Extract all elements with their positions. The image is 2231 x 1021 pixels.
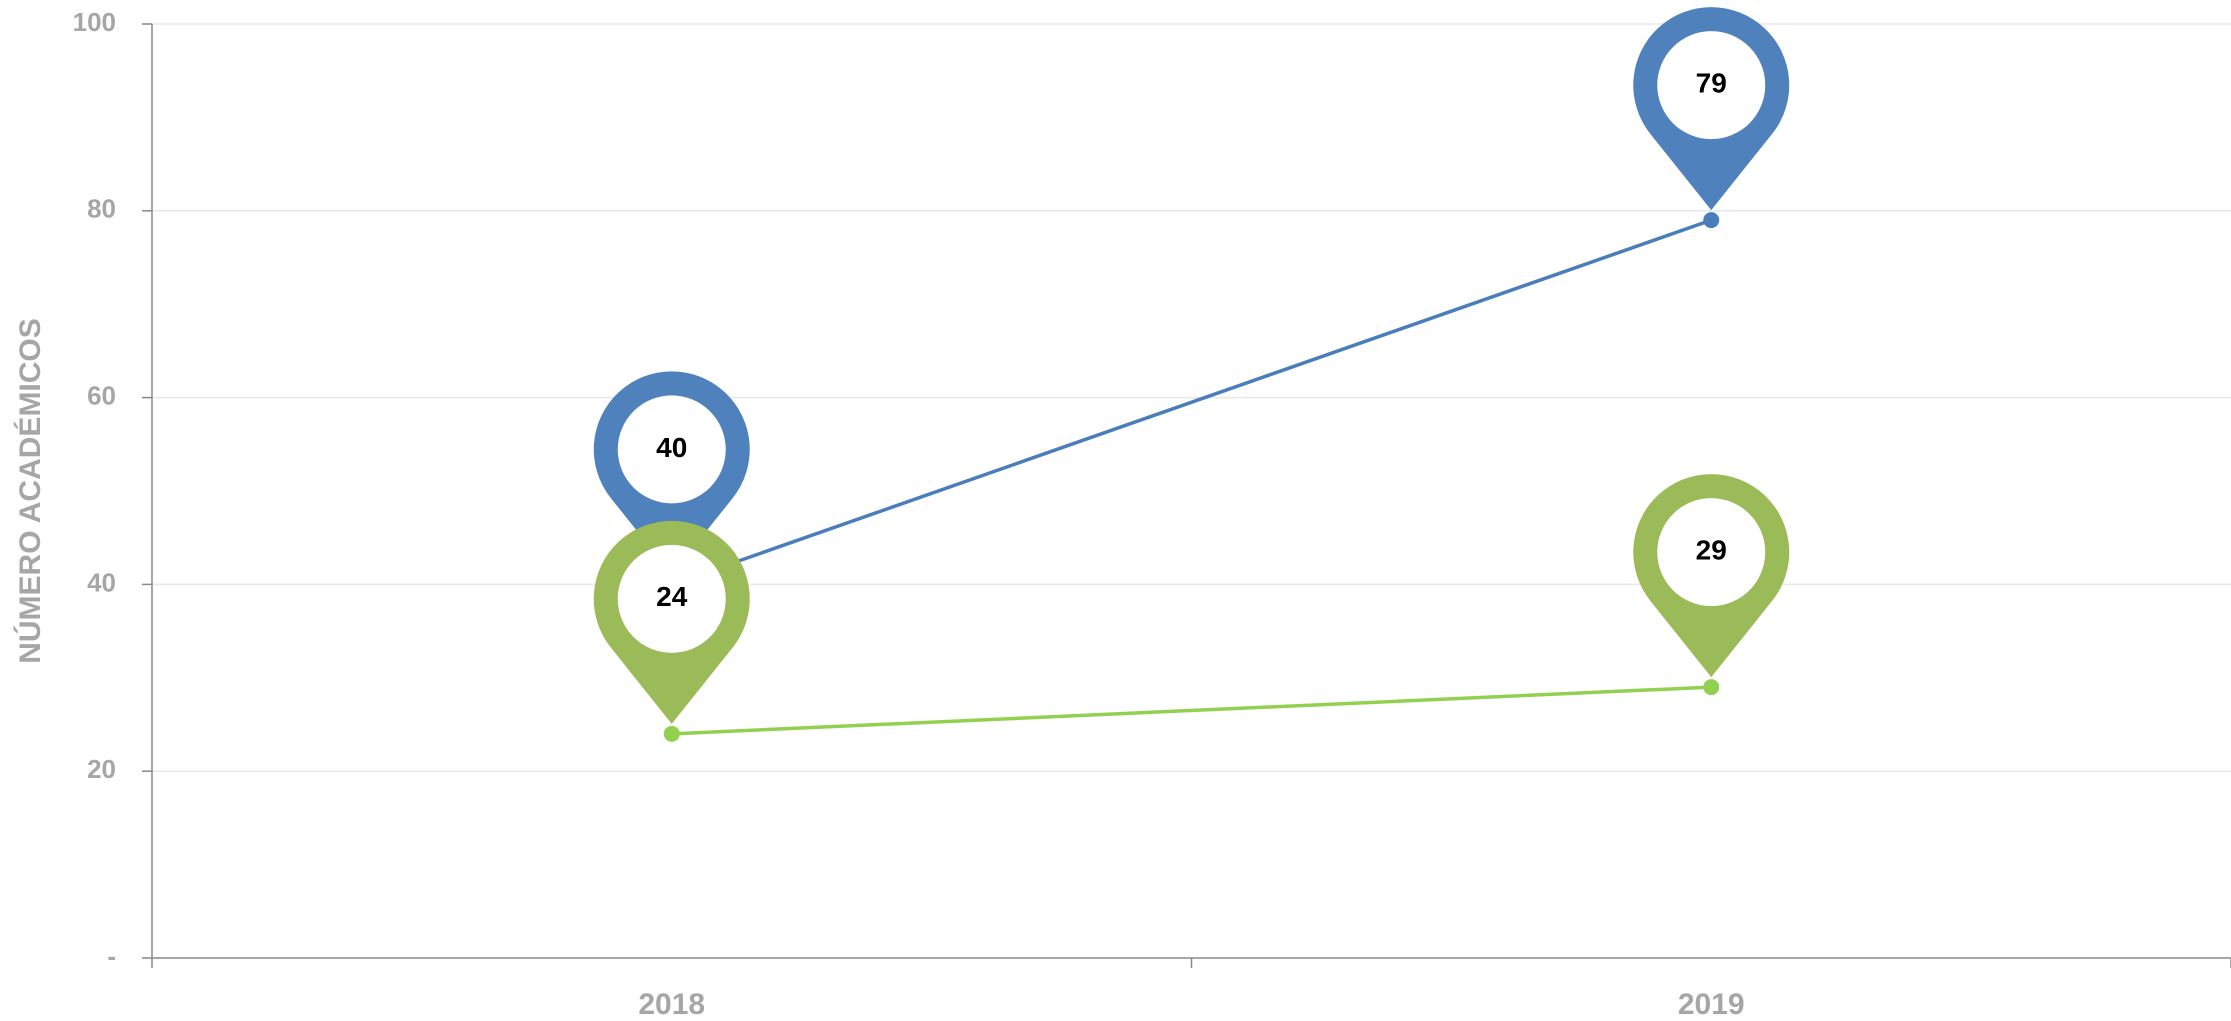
point (1703, 679, 1720, 696)
pin-hole (1657, 498, 1766, 607)
x-tick-label: 2019 (1678, 988, 1745, 1021)
point (1703, 212, 1720, 229)
y-tick-label: 80 (87, 194, 116, 224)
point (663, 725, 680, 742)
series-line (671, 218, 1712, 587)
data-label: 29 (1696, 535, 1727, 566)
pin-hole (1657, 31, 1766, 140)
x-tick-label: 2018 (638, 988, 705, 1021)
y-tick-label: 20 (87, 754, 116, 784)
y-tick-label: - (107, 941, 116, 971)
pin-hole (617, 544, 726, 653)
y-tick-label: 100 (73, 7, 116, 37)
y-tick-label: 40 (87, 567, 116, 597)
data-label: 40 (656, 432, 687, 463)
pin-hole (617, 395, 726, 504)
y-tick-label: 60 (87, 380, 116, 410)
data-label: 79 (1696, 68, 1727, 99)
y-axis-label: NÚMERO ACADÉMICOS (13, 318, 47, 664)
data-label: 24 (656, 581, 688, 612)
series-line (671, 685, 1712, 736)
